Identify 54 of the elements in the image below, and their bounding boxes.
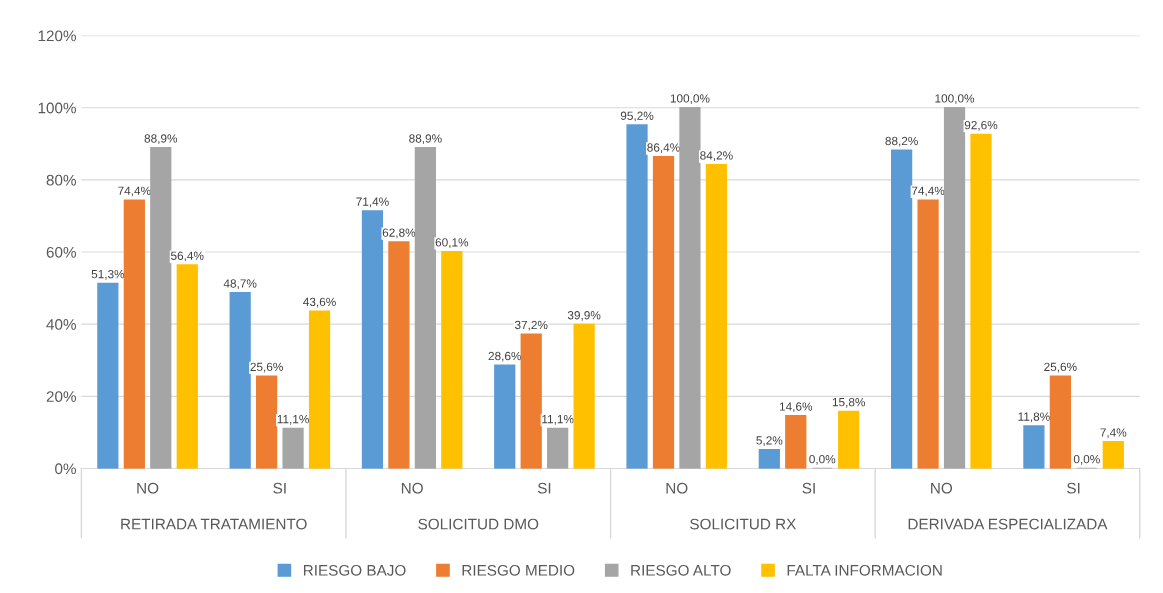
x-tick-label: NO bbox=[931, 482, 953, 494]
data-label: 11,8% bbox=[1018, 412, 1050, 423]
data-label: 92,6% bbox=[964, 120, 998, 131]
data-label: 71,4% bbox=[356, 197, 389, 208]
legend-label: RIESGO BAJO bbox=[303, 564, 406, 576]
data-label: 88,9% bbox=[409, 134, 442, 145]
data-label: 88,9% bbox=[144, 134, 178, 145]
data-label: 74,4% bbox=[118, 186, 151, 197]
y-tick-label: 120% bbox=[38, 30, 77, 42]
data-label: 37,2% bbox=[514, 320, 548, 331]
data-label: 74,4% bbox=[911, 186, 945, 197]
data-label: 100,0% bbox=[670, 94, 710, 105]
y-tick-label: 40% bbox=[46, 319, 77, 330]
data-label: 15,8% bbox=[832, 398, 866, 408]
data-label: 48,7% bbox=[223, 279, 257, 290]
data-label: 62,8% bbox=[382, 228, 416, 239]
data-label: 84,2% bbox=[700, 151, 733, 162]
x-tick-label: SI bbox=[537, 482, 551, 494]
data-label: 0,0% bbox=[1073, 455, 1100, 465]
data-label: 25,6% bbox=[1044, 362, 1077, 373]
data-label: 86,4% bbox=[647, 143, 680, 154]
y-tick-label: 80% bbox=[46, 174, 77, 186]
data-label: 25,6% bbox=[250, 362, 283, 373]
y-tick-label: 20% bbox=[46, 391, 77, 403]
data-label: 14,6% bbox=[779, 402, 813, 413]
y-tick-label: 60% bbox=[46, 246, 77, 258]
data-label: 11,1% bbox=[277, 415, 309, 425]
x-tick-label: NO bbox=[137, 482, 159, 494]
y-tick-label: 0% bbox=[55, 463, 77, 475]
data-label: 88,2% bbox=[885, 136, 918, 147]
text: RETIRADA TRATAMIENTO bbox=[121, 518, 307, 530]
data-label: 60,1% bbox=[435, 238, 469, 248]
text: SOLICITUD DMO bbox=[418, 518, 539, 530]
x-tick-label: NO bbox=[401, 482, 423, 494]
y-tick-label: 100% bbox=[38, 102, 77, 114]
x-tick-label: SI bbox=[1067, 482, 1080, 494]
x-tick-label: SI bbox=[802, 482, 815, 494]
text: DERIVADA ESPECIALIZADA bbox=[908, 518, 1108, 530]
data-label: 0,0% bbox=[809, 455, 836, 465]
data-label: 51,3% bbox=[91, 269, 125, 280]
x-tick-label: NO bbox=[666, 482, 688, 494]
data-label: 7,4% bbox=[1100, 428, 1127, 439]
data-label: 56,4% bbox=[170, 251, 204, 262]
data-label: 100,0% bbox=[935, 94, 975, 105]
data-label: 43,6% bbox=[303, 297, 336, 308]
data-label: 95,2% bbox=[620, 111, 654, 122]
legend-label: FALTA INFORMACION bbox=[787, 564, 942, 576]
legend-label: RIESGO ALTO bbox=[631, 564, 731, 576]
data-label: 39,9% bbox=[567, 311, 601, 321]
data-label: 5,2% bbox=[756, 436, 783, 446]
legend-label: RIESGO MEDIO bbox=[462, 564, 575, 576]
text: SOLICITUD RX bbox=[690, 518, 797, 530]
x-tick-label: SI bbox=[273, 482, 286, 494]
data-label: 28,6% bbox=[488, 351, 522, 362]
